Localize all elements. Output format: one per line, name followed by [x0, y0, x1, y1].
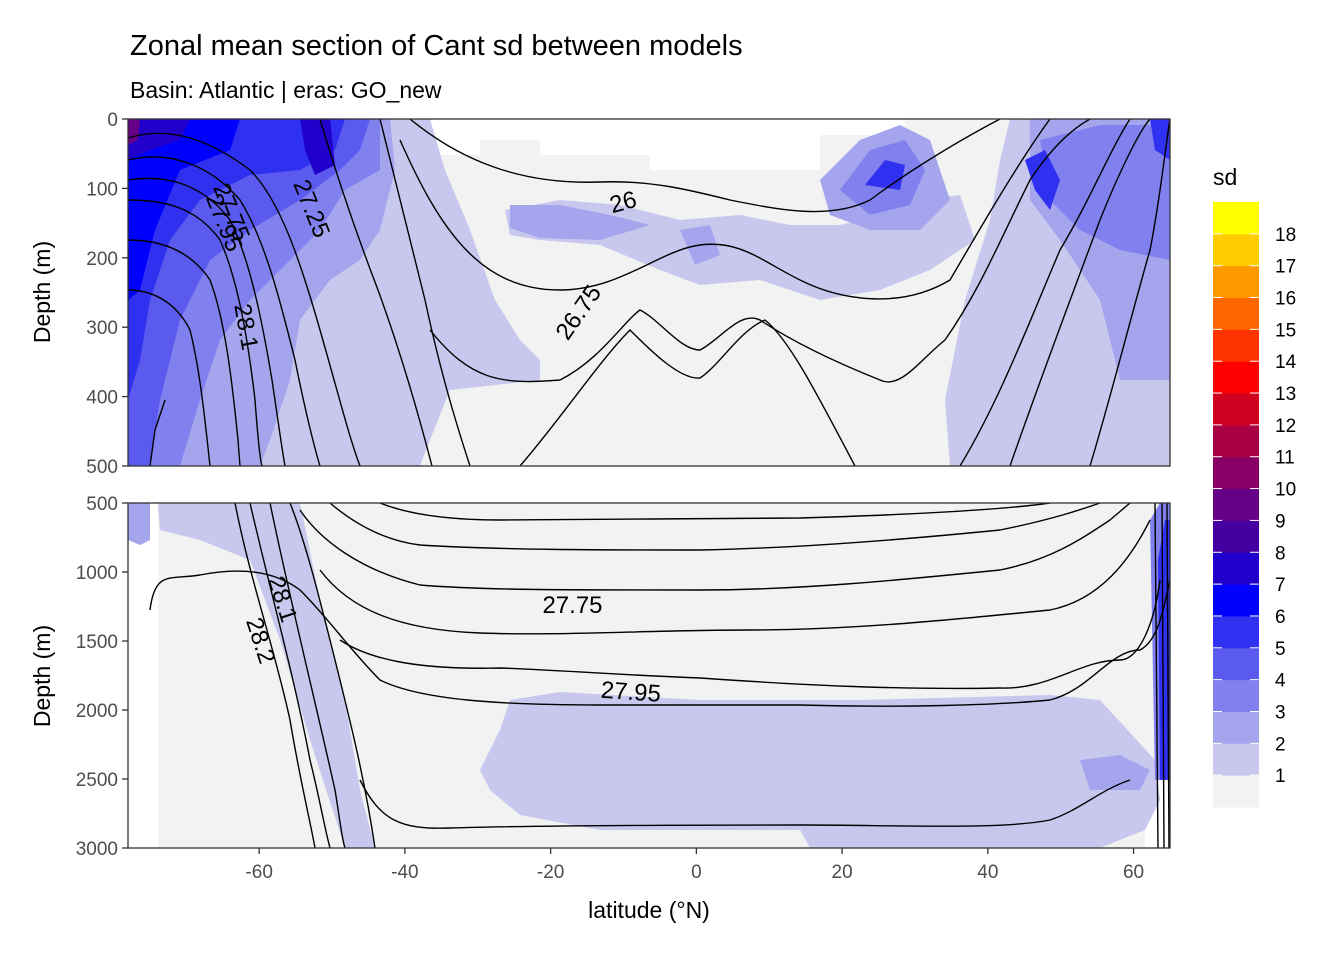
chart-subtitle: Basin: Atlantic | eras: GO_new	[130, 77, 442, 103]
sd-level-7-left	[300, 119, 335, 175]
sd-level-7-corner	[128, 119, 190, 160]
sd-level-6-left	[128, 119, 240, 300]
legend-color-swatch	[1213, 520, 1259, 553]
legend-color-swatch	[1213, 265, 1259, 299]
chart-title: Zonal mean section of Cant sd between mo…	[130, 30, 743, 62]
legend-color-swatch	[1213, 393, 1259, 426]
legend-color-swatch	[1213, 743, 1259, 776]
x-tick-label: 20	[832, 862, 853, 883]
legend-label: 10	[1275, 480, 1296, 501]
lower-sd-field	[128, 503, 1170, 848]
legend-label: 1	[1275, 766, 1286, 787]
x-tick-label: 40	[977, 862, 998, 883]
legend-color-swatch	[1213, 424, 1259, 458]
y-tick-label: 100	[86, 179, 118, 200]
legend-color-swatch	[1213, 488, 1259, 521]
x-axis-ticks: -60 -40 -20 0 20 40 60	[245, 848, 1144, 883]
no-data-region	[420, 119, 905, 170]
legend-label: 8	[1275, 543, 1286, 564]
legend-label: 14	[1275, 352, 1297, 373]
y-tick-label: 500	[86, 457, 118, 478]
legend-color-swatch	[1213, 711, 1259, 744]
y-tick-label: 500	[86, 494, 118, 515]
y-tick-label: 2500	[76, 770, 118, 791]
x-tick-label: 60	[1123, 862, 1144, 883]
y-tick-label: 200	[86, 249, 118, 270]
legend-label: 15	[1275, 320, 1296, 341]
sd-level-5-right-a	[1025, 150, 1060, 210]
legend-label: 16	[1275, 289, 1296, 310]
legend-label: 17	[1275, 257, 1296, 278]
legend-label: 7	[1275, 575, 1286, 596]
sd-level-2-deep-right	[1080, 755, 1150, 790]
sd-level-2-equator	[510, 205, 650, 240]
no-data-strip	[128, 503, 158, 848]
legend-color-swatch	[1213, 552, 1259, 585]
y-tick-label: 400	[86, 388, 118, 409]
y-axis-label-upper: Depth (m)	[29, 241, 55, 343]
legend-color-swatch	[1213, 584, 1259, 617]
legend-label: 12	[1275, 416, 1296, 437]
sd-level-1-deep-band	[480, 692, 1160, 848]
y-tick-label: 300	[86, 318, 118, 339]
legend-title: sd	[1213, 164, 1237, 190]
legend-color-swatch	[1213, 202, 1259, 235]
x-tick-label: -20	[537, 862, 564, 883]
legend-color-swatch	[1213, 615, 1259, 649]
legend-label: 9	[1275, 511, 1286, 532]
legend-color-swatch	[1213, 297, 1259, 330]
y-tick-label: 0	[107, 110, 118, 131]
legend-label: 6	[1275, 607, 1286, 628]
lower-panel-border	[127, 502, 1171, 849]
x-tick-label: -40	[391, 862, 418, 883]
y-tick-label: 3000	[76, 839, 118, 860]
sd-level-3-right	[1040, 125, 1170, 260]
sd-level-9-corner	[128, 119, 140, 145]
lower-y-ticks: 500 1000 1500 2000 2500 3000	[76, 494, 128, 860]
upper-density-contours	[128, 119, 1170, 466]
y-tick-label: 1000	[76, 563, 118, 584]
contour-label: 27.95	[600, 677, 662, 708]
legend-label: 4	[1275, 671, 1286, 692]
y-axis-label-lower: Depth (m)	[29, 625, 55, 727]
legend-color-swatch	[1213, 456, 1259, 490]
legend-label: 13	[1275, 384, 1296, 405]
legend-color-swatch	[1213, 775, 1259, 808]
contour-label: 27.75	[542, 592, 602, 619]
sd-level-2-lower-corner	[128, 503, 150, 545]
legend-label: 5	[1275, 639, 1286, 660]
legend-color-swatch	[1213, 329, 1259, 362]
legend-label: 2	[1275, 734, 1286, 755]
legend-color-swatch	[1213, 233, 1259, 267]
y-tick-label: 1500	[76, 632, 118, 653]
x-tick-label: 0	[691, 862, 702, 883]
sd-level-1-lower-left	[158, 503, 375, 848]
legend-color-swatch	[1213, 679, 1259, 712]
legend-color-swatch	[1213, 647, 1259, 681]
legend-color-swatch	[1213, 361, 1259, 394]
upper-y-ticks: 0 100 200 300 400 500	[86, 110, 128, 478]
lower-density-contours	[149, 503, 1170, 848]
y-tick-label: 2000	[76, 701, 118, 722]
legend-label: 11	[1275, 448, 1295, 469]
x-axis-label: latitude (°N)	[588, 897, 710, 923]
x-tick-label: -60	[245, 862, 272, 883]
upper-panel-border	[127, 118, 1171, 467]
legend-label: 3	[1275, 702, 1286, 723]
sd-level-5-left	[128, 119, 345, 400]
legend-label: 18	[1275, 225, 1296, 246]
